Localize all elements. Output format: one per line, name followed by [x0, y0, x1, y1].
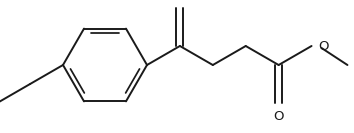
Text: O: O: [319, 40, 329, 53]
Text: O: O: [175, 0, 185, 1]
Text: O: O: [273, 110, 284, 123]
